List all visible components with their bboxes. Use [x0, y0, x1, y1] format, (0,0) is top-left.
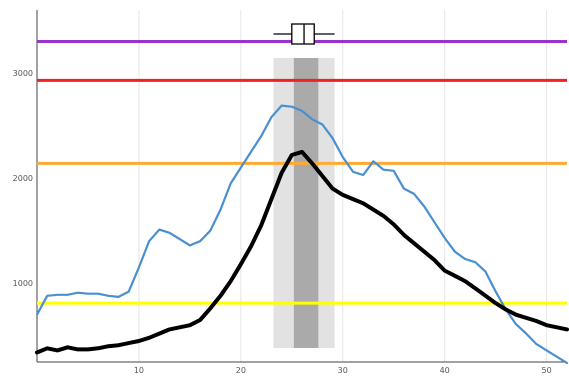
x-tick-label: 40	[440, 366, 450, 375]
x-tick-label: 30	[338, 366, 348, 375]
x-tick-label: 10	[134, 366, 144, 375]
y-tick-label: 1000	[13, 279, 33, 288]
y-tick-label: 3000	[13, 69, 33, 78]
series-line	[35, 104, 569, 365]
x-tick-label: 50	[542, 366, 552, 375]
y-tick-label: 2000	[13, 174, 33, 183]
x-tick-label: 20	[236, 366, 246, 375]
shaded-band	[293, 58, 319, 348]
series-line	[35, 149, 569, 355]
boxplot-box	[291, 23, 315, 45]
